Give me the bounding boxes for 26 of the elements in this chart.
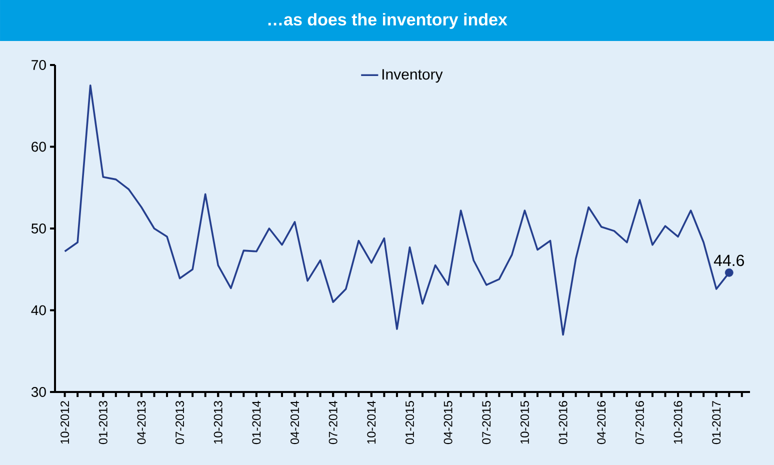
- y-tick-label: 70: [32, 60, 46, 70]
- y-tick-label: 50: [31, 224, 46, 234]
- legend-label: Inventory: [382, 69, 443, 83]
- x-tick-label: 10-2012: [60, 401, 70, 444]
- x-tick-label: 04-2014: [290, 400, 300, 444]
- y-tick-label: 60: [32, 142, 46, 152]
- x-tick-label: 01-2016: [558, 401, 568, 444]
- x-tick-label: 04-2016: [597, 401, 606, 444]
- y-tick-label: 30: [31, 387, 46, 397]
- x-tick-label: 01-2017: [712, 401, 721, 444]
- x-tick-label: 07-2013: [176, 401, 184, 444]
- chart-title: …as does the inventory index: [268, 13, 508, 29]
- x-tick-label: 10-2016: [674, 401, 682, 444]
- x-tick-label: 10-2014: [367, 400, 376, 444]
- x-tick-label: 01-2014: [252, 400, 261, 444]
- data-label: 44.6: [714, 254, 744, 266]
- x-tick-label: 07-2015: [482, 401, 491, 444]
- x-tick-label: 04-2015: [444, 401, 452, 444]
- x-tick-label: 07-2016: [635, 401, 644, 444]
- x-tick-label: 07-2014: [328, 400, 338, 444]
- x-tick-label: 10-2013: [214, 401, 222, 444]
- x-tick-label: 04-2013: [137, 401, 146, 444]
- x-tick-label: 01-2013: [98, 401, 108, 444]
- x-tick-label: 01-2015: [406, 401, 414, 444]
- x-tick-label: 10-2015: [520, 401, 529, 444]
- y-tick-label: 40: [31, 305, 46, 316]
